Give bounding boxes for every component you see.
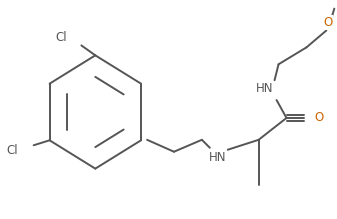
Text: HN: HN	[256, 82, 273, 95]
Text: O: O	[324, 16, 333, 29]
Text: Cl: Cl	[6, 144, 18, 157]
Text: O: O	[314, 111, 324, 124]
Text: Cl: Cl	[56, 31, 67, 44]
Text: HN: HN	[209, 151, 226, 164]
